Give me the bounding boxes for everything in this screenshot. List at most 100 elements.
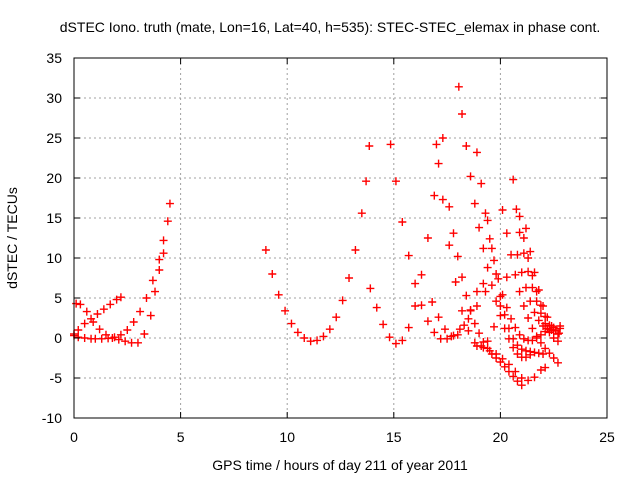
data-point: [123, 326, 132, 334]
data-point: [142, 294, 151, 302]
data-point: [362, 177, 371, 186]
data-point: [536, 330, 545, 339]
data-point: [74, 333, 83, 342]
x-tick-label: 0: [70, 429, 78, 445]
data-point: [268, 270, 277, 278]
data-point: [306, 337, 315, 346]
data-point: [524, 267, 533, 276]
y-tick-label: -5: [50, 370, 63, 386]
data-point: [534, 316, 543, 325]
data-point: [140, 330, 149, 338]
data-point: [481, 287, 490, 296]
x-tick-label: 10: [279, 429, 295, 445]
data-point: [490, 322, 499, 331]
data-point: [530, 308, 539, 317]
x-tick-label: 5: [177, 429, 185, 445]
data-point: [528, 324, 537, 333]
data-point: [470, 199, 479, 208]
data-point: [513, 350, 522, 358]
data-point: [445, 202, 454, 211]
data-point: [530, 373, 539, 382]
data-point: [398, 218, 407, 226]
data-point: [106, 300, 115, 309]
y-tick-label: -10: [42, 410, 62, 426]
data-point: [536, 338, 545, 347]
data-point: [300, 334, 309, 342]
data-point: [379, 320, 388, 329]
data-point: [114, 335, 123, 344]
data-point: [287, 319, 296, 328]
data-point: [541, 344, 550, 353]
data-series: [483, 216, 548, 358]
data-point: [453, 252, 462, 261]
plot-frame: [73, 57, 608, 419]
data-point: [479, 343, 488, 352]
data-point: [487, 281, 496, 290]
y-tick-label: 35: [46, 50, 62, 66]
data-point: [449, 229, 458, 238]
data-point: [500, 362, 509, 371]
data-point: [345, 274, 354, 282]
data-point: [116, 293, 125, 302]
data-point: [165, 199, 174, 208]
data-point: [517, 345, 526, 354]
data-point: [365, 142, 374, 150]
data-point: [524, 314, 533, 322]
data-point: [498, 354, 507, 363]
y-tick-label: 5: [54, 290, 62, 306]
data-point: [357, 209, 366, 218]
data-point: [511, 323, 520, 332]
data-point: [404, 251, 413, 260]
data-point: [517, 381, 526, 390]
data-point: [470, 319, 479, 328]
data-point: [319, 332, 328, 341]
data-point: [82, 307, 91, 316]
data-point: [458, 273, 467, 282]
data-point: [155, 255, 164, 264]
data-point: [351, 246, 360, 254]
data-point: [472, 148, 481, 157]
data-point: [121, 337, 130, 346]
data-point: [524, 376, 533, 385]
data-point: [504, 360, 513, 369]
data-series: [472, 342, 550, 385]
data-point: [146, 311, 155, 320]
data-point: [391, 339, 400, 348]
data-point: [485, 346, 494, 355]
data-point: [95, 325, 104, 334]
data-point: [481, 209, 490, 218]
data-point: [509, 334, 518, 343]
data-point: [428, 298, 437, 306]
data-point: [526, 247, 535, 256]
data-point: [492, 270, 501, 278]
y-tick-label: 0: [54, 330, 62, 346]
y-tick-label: 25: [46, 130, 62, 146]
data-point: [485, 234, 494, 243]
y-axis-label: dSTEC / TECUs: [4, 187, 20, 289]
data-point: [521, 224, 530, 233]
data-point: [515, 212, 524, 221]
data-point: [494, 274, 503, 283]
data-point: [539, 322, 548, 330]
data-point: [530, 348, 539, 357]
data-point: [411, 302, 420, 310]
data-point: [325, 325, 334, 334]
data-point: [80, 334, 89, 342]
x-axis-label: GPS time / hours of day 211 of year 2011: [212, 457, 468, 473]
data-point: [366, 284, 375, 293]
data-point: [539, 302, 548, 310]
data-point: [159, 249, 168, 258]
data-point: [549, 354, 558, 362]
data-point: [509, 343, 518, 352]
data-point: [281, 306, 290, 315]
data-series: [513, 250, 565, 334]
data-point: [404, 323, 413, 332]
data-point: [524, 254, 533, 262]
data-point: [466, 172, 475, 181]
data-series: [428, 279, 488, 341]
y-tick-label: 30: [46, 90, 62, 106]
data-point: [477, 179, 486, 188]
y-tick-label: 15: [46, 210, 62, 226]
data-point: [479, 244, 488, 253]
data-point: [385, 333, 394, 342]
